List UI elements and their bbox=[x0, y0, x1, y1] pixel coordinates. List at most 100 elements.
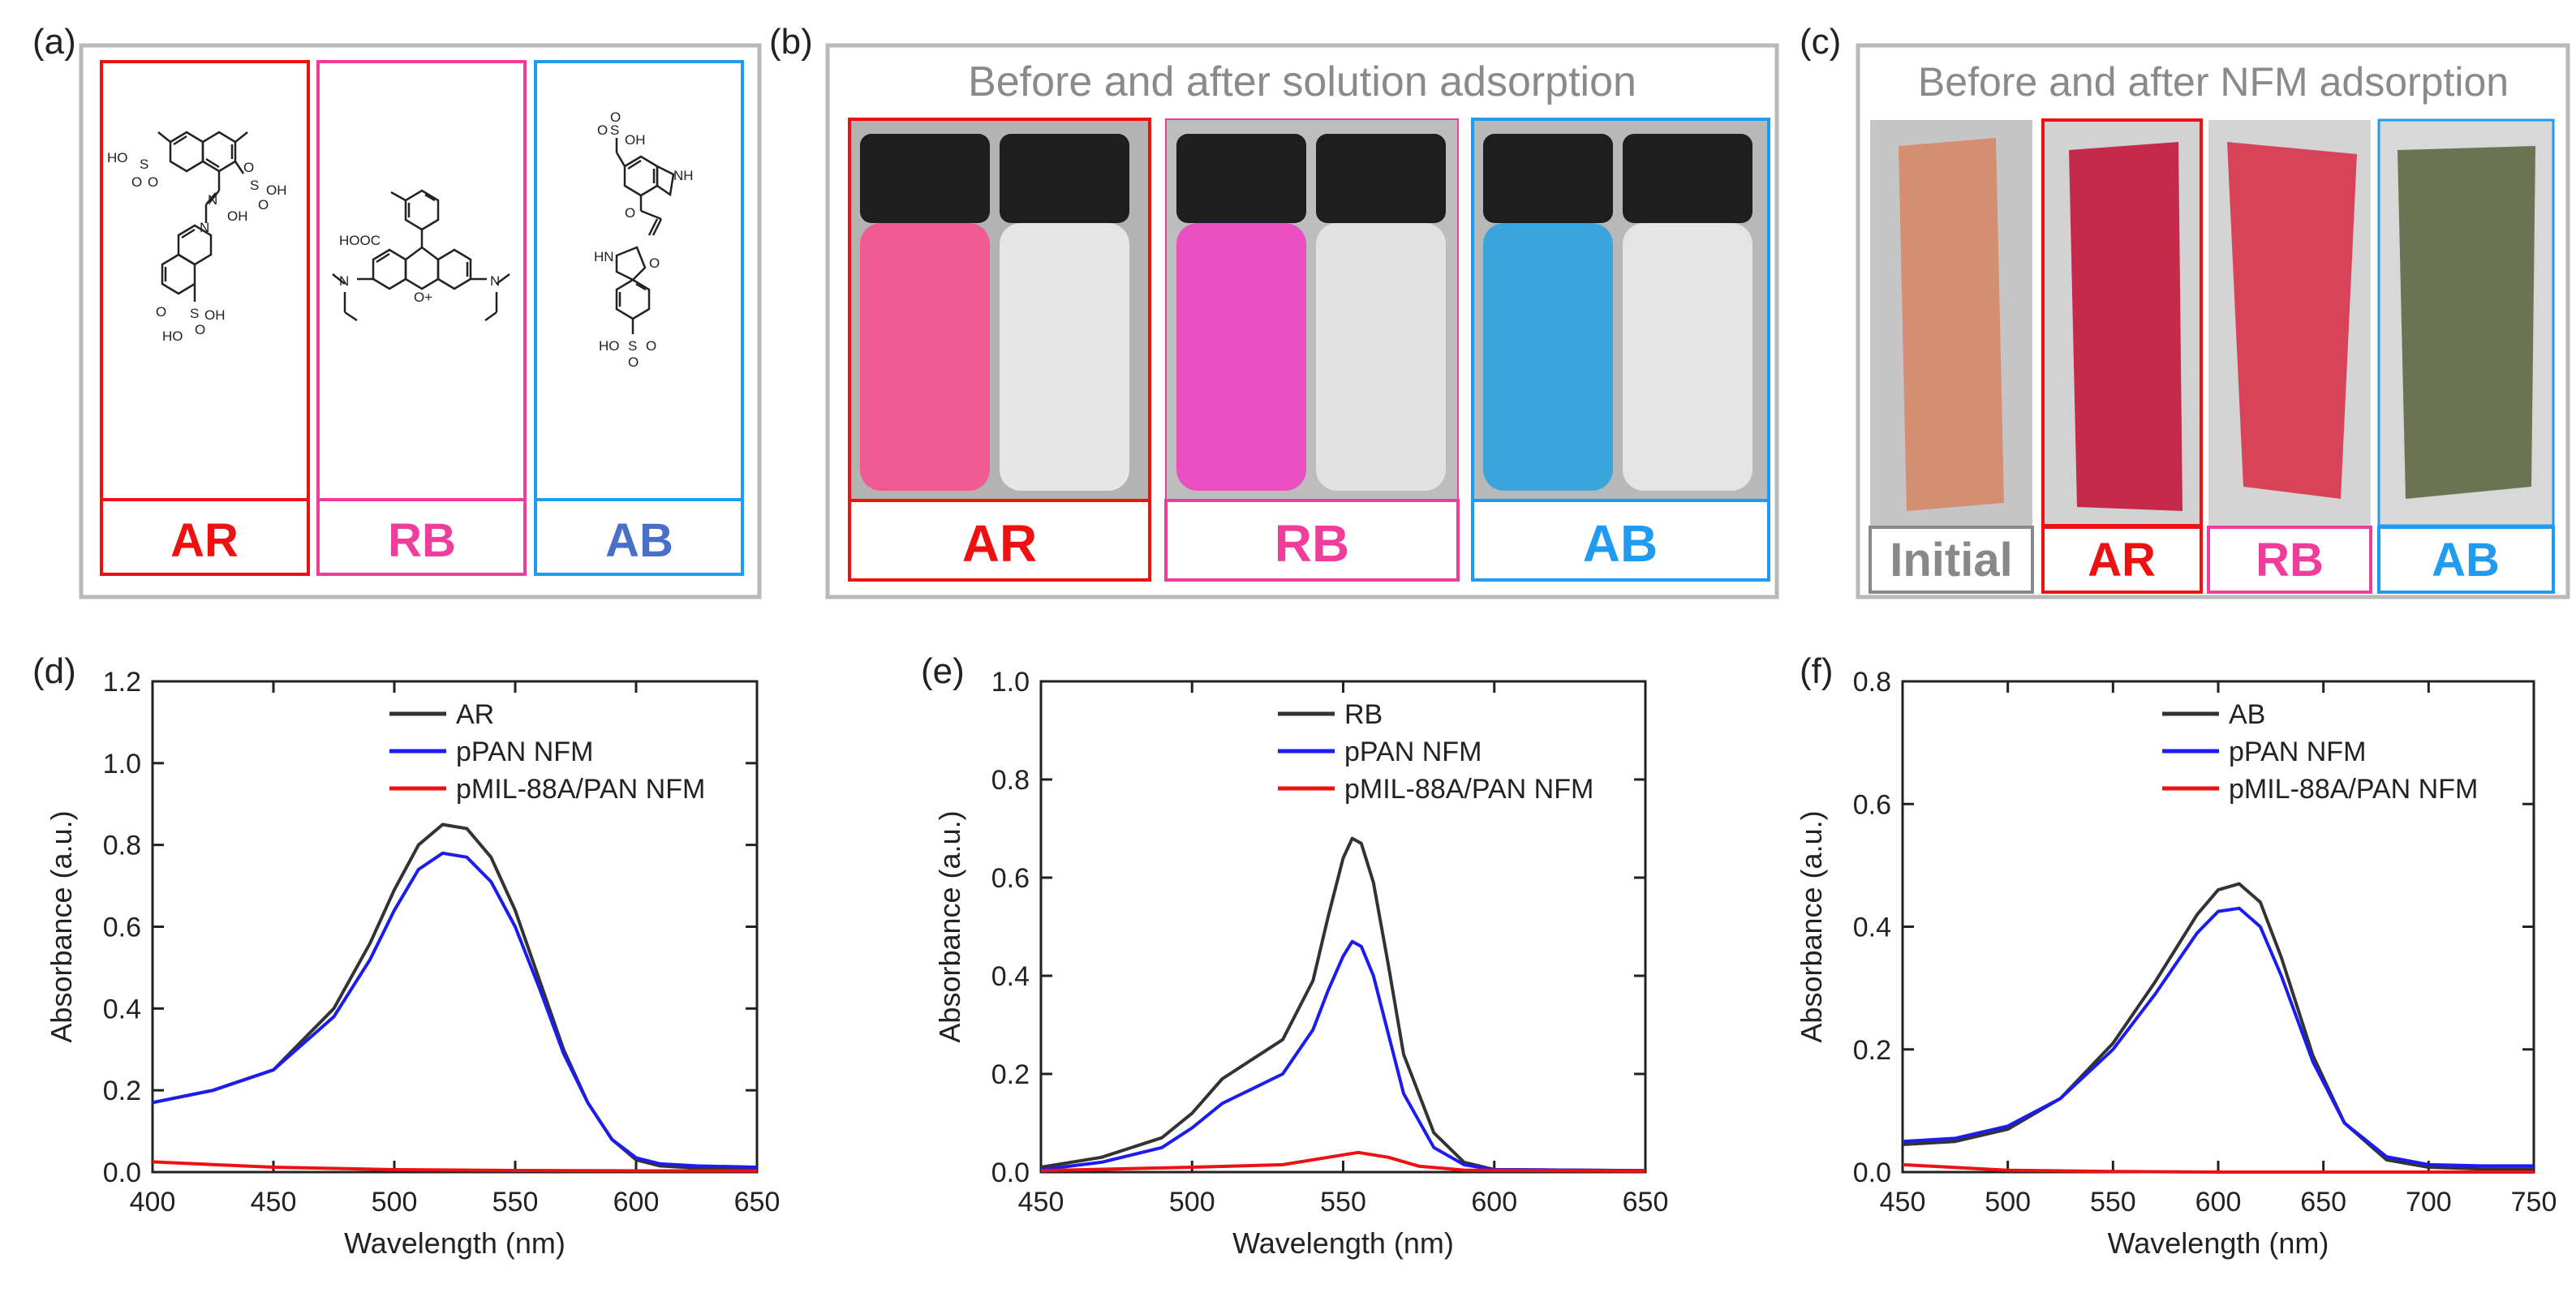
panel-c-title: Before and after NFM adsorption bbox=[1918, 59, 2509, 105]
vial-cap bbox=[860, 134, 990, 223]
panel-c-frame bbox=[1856, 43, 2570, 599]
y-tick-label: 0.0 bbox=[1853, 1157, 1891, 1188]
x-tick-label: 450 bbox=[1018, 1187, 1064, 1218]
structure-rhodamine-b-text: HOOC N O+ N bbox=[339, 233, 500, 305]
sample-label-rb: RB bbox=[2256, 534, 2324, 586]
atom-label: N bbox=[208, 192, 217, 208]
series-line bbox=[152, 822, 758, 1170]
x-tick-label: 400 bbox=[130, 1187, 176, 1218]
panel-b: (b) Before and after solution adsorption… bbox=[769, 22, 1779, 599]
atom-label: O bbox=[628, 354, 639, 370]
legend-entry: RB bbox=[1344, 699, 1383, 730]
y-tick-label: 1.2 bbox=[103, 667, 141, 698]
label-box-rb bbox=[2207, 526, 2372, 594]
x-tick-label: 600 bbox=[613, 1187, 660, 1218]
x-tick-label: 750 bbox=[2511, 1187, 2557, 1218]
charts: (d) 400 450 500 550 600 650 0.0 0.2 0.4 0.6 0.8 1.0 1… bbox=[32, 651, 2557, 1260]
vial-after bbox=[1000, 223, 1129, 491]
vial-before bbox=[1483, 223, 1613, 491]
membrane-initial: Initial bbox=[1869, 120, 2034, 594]
atom-label: O bbox=[258, 197, 269, 213]
vial-cap bbox=[1316, 134, 1446, 223]
legend-entry: AB bbox=[2229, 699, 2265, 730]
y-tick-label: 1.0 bbox=[991, 667, 1030, 698]
panel-b-frame bbox=[825, 43, 1779, 599]
label-box-rb bbox=[1164, 499, 1460, 582]
atom-label: OH bbox=[266, 183, 287, 198]
sample-label-ab: AB bbox=[2432, 534, 2500, 586]
y-tick-label: 0.0 bbox=[103, 1157, 141, 1188]
series-line bbox=[1902, 906, 2534, 1168]
membrane-swatch bbox=[2398, 146, 2535, 499]
membrane-ar: AR bbox=[2041, 118, 2203, 594]
x-tick-label: 700 bbox=[2406, 1187, 2452, 1218]
y-tick-label: 0.8 bbox=[991, 765, 1030, 796]
plot-frame bbox=[1039, 680, 1647, 1174]
chart-e: (e) 450 500 550 600 650 0.0 0.2 0.4 0.6 0.8 1.0 Wave… bbox=[921, 651, 1668, 1260]
vial-group-ar: AR bbox=[848, 118, 1151, 582]
atom-label: O bbox=[156, 304, 166, 320]
structure-acid-red-text: HO S O O S OH O O OH N N S OH HO O O bbox=[107, 150, 287, 344]
atom-label: OH bbox=[227, 208, 248, 224]
label-box-ar bbox=[848, 499, 1151, 582]
legend-entry: pPAN NFM bbox=[1344, 737, 1482, 767]
panel-letter: (f) bbox=[1800, 651, 1834, 691]
legend-entry: pPAN NFM bbox=[2229, 737, 2366, 767]
label-box-ab bbox=[534, 498, 744, 576]
label-box-rb bbox=[316, 498, 527, 576]
x-tick-label: 450 bbox=[251, 1187, 297, 1218]
atom-label: N bbox=[339, 273, 349, 289]
sample-label-rb: RB bbox=[1275, 514, 1349, 573]
dye-label-rb: RB bbox=[388, 514, 456, 567]
y-tick-label: 0.4 bbox=[991, 961, 1030, 992]
atom-label: HO bbox=[162, 329, 183, 344]
x-axis-label: Wavelength (nm) bbox=[2108, 1226, 2329, 1260]
legend-entry: pMIL-88A/PAN NFM bbox=[2229, 774, 2478, 805]
vial-before bbox=[860, 223, 990, 491]
sample-label-ar: AR bbox=[962, 514, 1037, 573]
atom-label: O bbox=[646, 338, 656, 354]
label-box-ab bbox=[2377, 526, 2555, 594]
structure-rhodamine-b bbox=[332, 189, 510, 322]
x-tick-label: 550 bbox=[2090, 1187, 2136, 1218]
vial-cap bbox=[1623, 134, 1752, 223]
y-axis-label: Absorbance (a.u.) bbox=[1795, 810, 1828, 1042]
series-line bbox=[1902, 1162, 2534, 1174]
y-tick-label: 0.2 bbox=[1853, 1035, 1891, 1066]
y-tick-label: 0.2 bbox=[103, 1076, 141, 1106]
vial-group-rb: RB bbox=[1164, 118, 1460, 582]
y-tick-label: 0.6 bbox=[1853, 789, 1891, 820]
vial-cap bbox=[1483, 134, 1613, 223]
atom-label: S bbox=[610, 122, 619, 138]
vial-cap bbox=[1176, 134, 1306, 223]
membrane-rb: RB bbox=[2207, 120, 2372, 594]
structure-box-ar bbox=[100, 60, 310, 501]
panel-letter: (e) bbox=[921, 651, 965, 691]
x-axis-label: Wavelength (nm) bbox=[344, 1226, 566, 1260]
x-tick-label: 500 bbox=[372, 1187, 418, 1218]
panel-c-letter: (c) bbox=[1800, 22, 1841, 62]
x-tick-label: 550 bbox=[1320, 1187, 1366, 1218]
legend-entry: pMIL-88A/PAN NFM bbox=[456, 774, 705, 805]
atom-label: S bbox=[628, 338, 637, 354]
structure-acid-blue-text: S OH O O NH O HN O HO S O O bbox=[594, 110, 694, 370]
y-tick-label: 0.8 bbox=[1853, 667, 1891, 698]
panel-c: (c) Before and after NFM adsorption Init… bbox=[1800, 22, 2570, 599]
series-line bbox=[1040, 1150, 1646, 1173]
atom-label: O bbox=[649, 256, 660, 271]
y-tick-label: 1.0 bbox=[103, 749, 141, 779]
series-line bbox=[152, 1160, 757, 1173]
plot-frame bbox=[151, 680, 759, 1174]
x-tick-label: 500 bbox=[1985, 1187, 2031, 1218]
series-line bbox=[1902, 882, 2534, 1171]
y-tick-label: 0.6 bbox=[991, 863, 1030, 894]
x-tick-label: 450 bbox=[1880, 1187, 1926, 1218]
atom-label: O bbox=[610, 110, 621, 125]
membrane-swatch bbox=[2069, 142, 2183, 511]
atom-label: N bbox=[490, 273, 500, 289]
sample-label-ab: AB bbox=[1583, 514, 1658, 573]
structure-acid-blue bbox=[615, 138, 675, 334]
label-box-ab bbox=[1471, 499, 1770, 582]
atom-label: HO bbox=[599, 338, 620, 354]
membrane-ab: AB bbox=[2377, 118, 2555, 594]
